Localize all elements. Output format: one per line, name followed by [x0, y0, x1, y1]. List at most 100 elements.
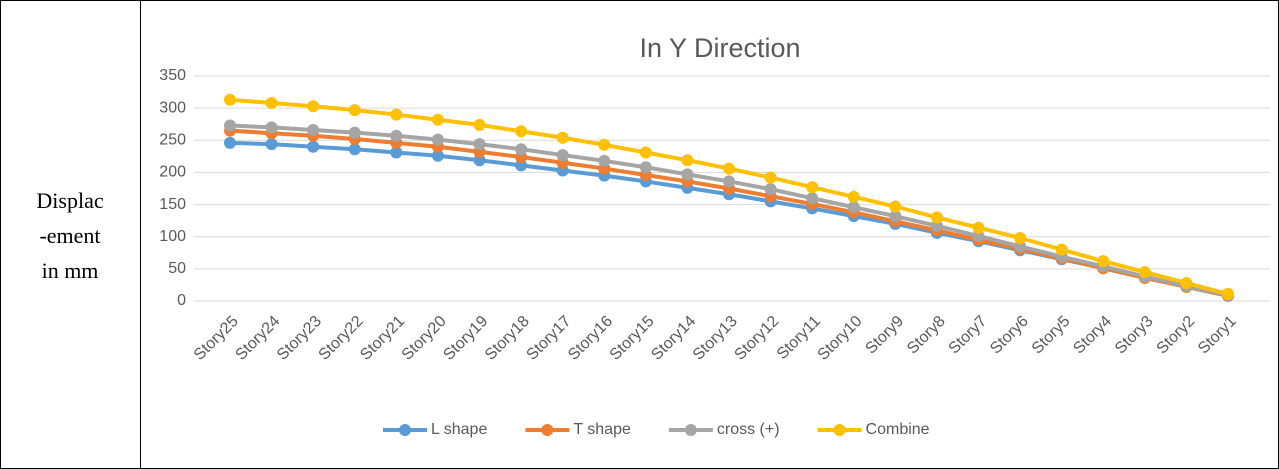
- data-point: [972, 230, 985, 243]
- legend-marker: [399, 424, 411, 436]
- y-label: Displac: [36, 188, 103, 213]
- data-point: [265, 138, 278, 151]
- x-tick-label: Story13: [690, 313, 741, 364]
- data-point: [1222, 287, 1234, 300]
- data-point: [307, 100, 320, 113]
- data-point: [348, 104, 361, 117]
- x-tick-label: Story11: [774, 313, 824, 363]
- data-point: [681, 154, 694, 167]
- data-point: [806, 181, 819, 194]
- data-point: [847, 201, 860, 214]
- x-tick-label: Story15: [607, 313, 658, 364]
- data-point: [348, 126, 361, 139]
- data-point: [598, 154, 611, 167]
- data-point: [224, 93, 236, 106]
- data-point: [473, 118, 486, 131]
- x-tick-label: Story25: [191, 313, 242, 364]
- x-tick-label: Story2: [1154, 313, 1199, 358]
- legend-marker: [833, 424, 846, 436]
- y-tick-label: 50: [168, 260, 186, 277]
- data-point: [515, 125, 528, 138]
- data-point: [847, 190, 860, 203]
- data-point: [390, 146, 403, 159]
- legend-label: T shape: [573, 421, 631, 438]
- data-point: [473, 138, 486, 151]
- x-tick-label: Story24: [232, 313, 283, 364]
- data-point: [556, 131, 569, 144]
- x-tick-label: Story10: [815, 313, 866, 364]
- x-tick-label: Story6: [987, 313, 1032, 358]
- data-point: [598, 138, 611, 151]
- x-tick-label: Story3: [1112, 313, 1157, 358]
- legend-marker: [684, 424, 697, 436]
- x-tick-label: Story1: [1195, 313, 1240, 358]
- data-point: [515, 159, 528, 172]
- data-point: [639, 161, 652, 174]
- x-tick-label: Story4: [1070, 313, 1115, 358]
- data-point: [515, 143, 528, 156]
- data-point: [1138, 266, 1151, 279]
- data-point: [431, 113, 444, 126]
- data-point: [1097, 255, 1110, 268]
- data-point: [806, 192, 819, 205]
- x-tick-label: Story21: [357, 313, 408, 364]
- legend-label: Combine: [866, 421, 930, 438]
- y-tick-label: 300: [159, 99, 186, 116]
- x-tick-label: Story8: [904, 313, 949, 358]
- data-point: [556, 149, 569, 162]
- data-point: [1055, 243, 1068, 256]
- y-tick-label: 150: [159, 196, 186, 213]
- x-tick-label: Story17: [523, 313, 574, 364]
- data-point: [265, 97, 278, 109]
- data-point: [764, 183, 777, 196]
- chart-title: In Y Direction: [639, 33, 800, 63]
- legend-label: cross (+): [717, 421, 780, 438]
- x-tick-label: Story9: [862, 313, 907, 358]
- x-tick-label: Story14: [648, 313, 699, 364]
- data-point: [473, 154, 486, 167]
- data-point: [265, 121, 278, 134]
- data-point: [307, 140, 320, 153]
- data-point: [723, 175, 735, 188]
- data-point: [307, 124, 320, 136]
- x-tick-label: Story20: [399, 313, 450, 364]
- data-point: [348, 143, 361, 156]
- y-label: -ement: [39, 223, 100, 248]
- data-point: [1180, 277, 1193, 289]
- data-point: [1014, 232, 1027, 244]
- x-tick-label: Story19: [440, 313, 491, 364]
- x-tick-label: Story22: [316, 313, 367, 364]
- x-tick-label: Story12: [731, 313, 782, 364]
- data-point: [431, 149, 444, 162]
- data-point: [224, 119, 236, 132]
- x-tick-label: Story16: [565, 313, 616, 364]
- legend-marker: [541, 424, 554, 436]
- x-tick-label: Story5: [1029, 313, 1074, 358]
- x-tick-label: Story23: [274, 313, 325, 364]
- data-point: [889, 200, 902, 213]
- data-point: [972, 221, 985, 234]
- data-point: [889, 210, 902, 223]
- y-tick-label: 250: [159, 132, 186, 149]
- x-tick-label: Story18: [482, 313, 533, 364]
- data-point: [764, 171, 777, 184]
- y-tick-label: 0: [177, 292, 186, 309]
- data-point: [224, 136, 236, 149]
- data-point: [930, 219, 943, 232]
- data-point: [390, 108, 403, 121]
- data-point: [431, 133, 444, 146]
- y-label: in mm: [42, 258, 99, 283]
- data-point: [930, 211, 943, 224]
- data-point: [723, 162, 735, 175]
- y-tick-label: 350: [159, 67, 186, 84]
- x-tick-label: Story7: [946, 313, 991, 358]
- data-point: [681, 168, 694, 181]
- data-point: [1014, 240, 1027, 253]
- series-line: [229, 128, 1229, 298]
- y-tick-label: 200: [159, 164, 186, 181]
- data-point: [390, 129, 403, 142]
- y-tick-label: 100: [159, 228, 186, 245]
- legend-label: L shape: [431, 421, 487, 438]
